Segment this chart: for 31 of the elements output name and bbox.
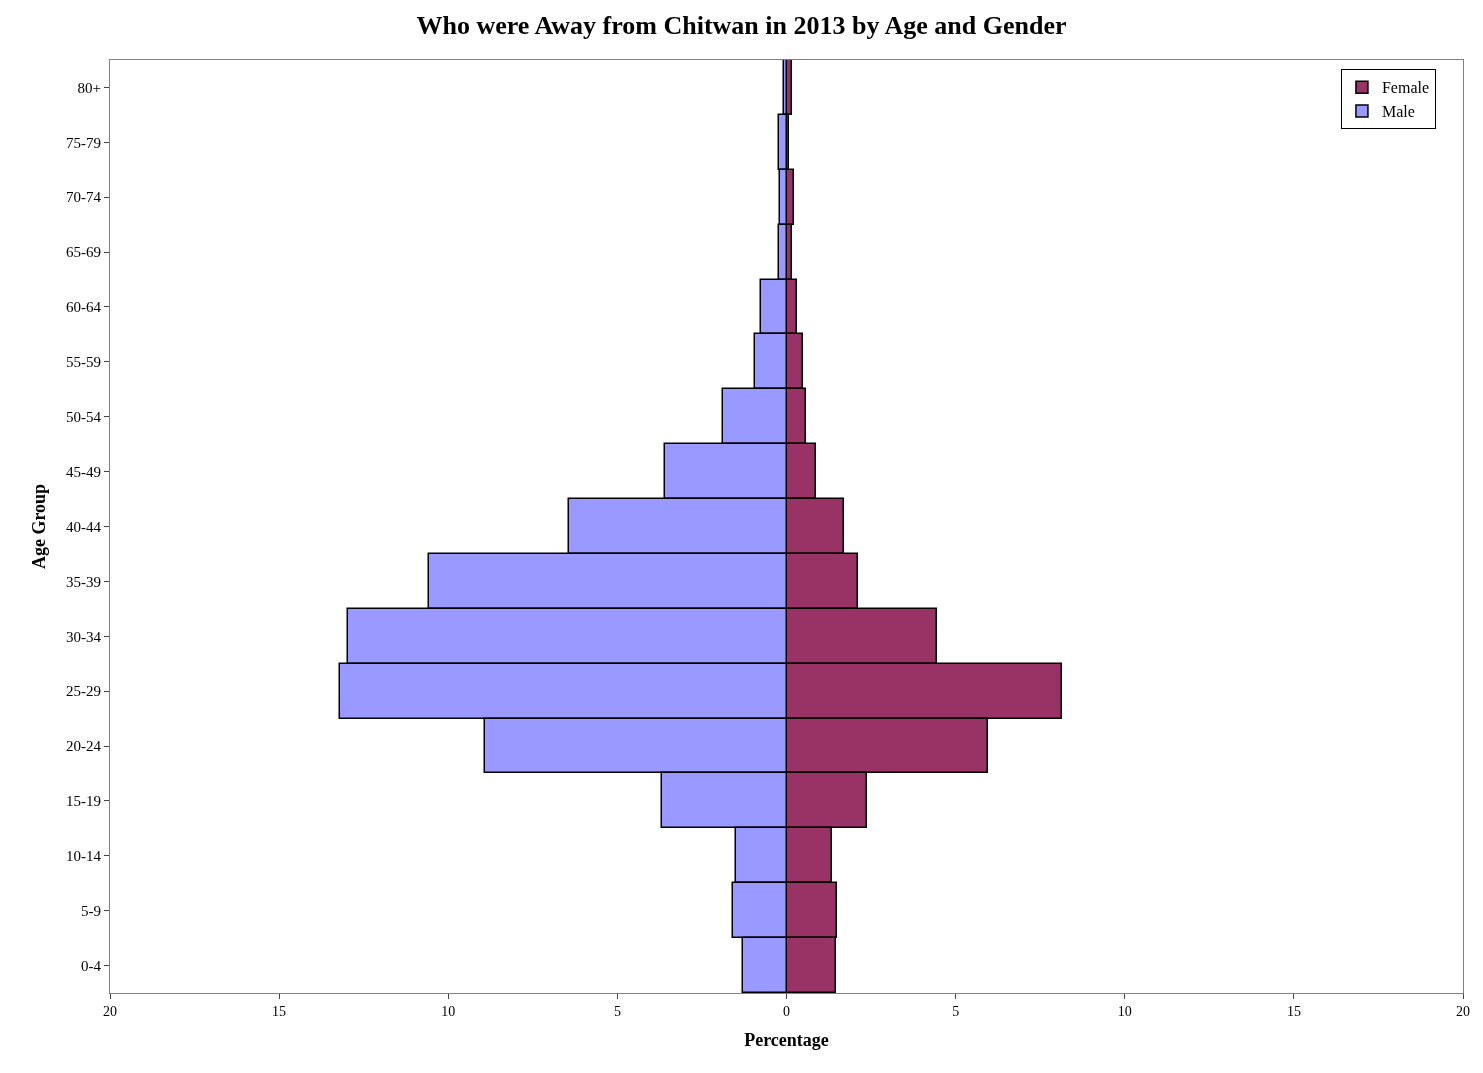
x-tick-label: 20 xyxy=(103,1003,117,1019)
y-tick-label: 55-59 xyxy=(66,354,101,371)
y-tick-label: 25-29 xyxy=(66,683,101,700)
y-axis-title: Age Group xyxy=(29,483,50,570)
y-tick-label: 0-4 xyxy=(81,957,102,974)
y-tick-label: 45-49 xyxy=(66,463,101,480)
x-axis-title: Percentage xyxy=(744,1029,829,1050)
x-tick-label: 0 xyxy=(783,1003,790,1019)
y-tick-label: 75-79 xyxy=(66,134,101,151)
y-tick-label: 70-74 xyxy=(66,189,102,206)
y-tick-label: 60-64 xyxy=(66,299,102,316)
y-tick-label: 40-44 xyxy=(66,518,102,535)
chart-title: Who were Away from Chitwan in 2013 by Age and Gender xyxy=(416,11,1067,41)
x-tick-label: 10 xyxy=(1117,1003,1132,1019)
legend-label: Female xyxy=(1381,79,1430,97)
legend-label: Male xyxy=(1381,103,1415,121)
y-tick-label: 10-14 xyxy=(66,848,102,865)
y-tick-label: 50-54 xyxy=(66,408,102,425)
y-tick-label: 30-34 xyxy=(66,628,102,645)
y-tick-label: 15-19 xyxy=(66,793,101,810)
y-tick-label: 35-39 xyxy=(66,573,101,590)
x-tick-label: 15 xyxy=(1286,1003,1301,1019)
x-tick-label: 20 xyxy=(1456,1003,1470,1019)
x-tick-label: 5 xyxy=(952,1003,960,1019)
x-tick-label: 5 xyxy=(613,1003,621,1019)
y-tick-label: 65-69 xyxy=(66,244,101,261)
y-tick-label: 5-9 xyxy=(81,902,101,919)
x-tick-label: 10 xyxy=(441,1003,456,1019)
y-tick-label: 80+ xyxy=(77,79,101,96)
y-tick-label: 20-24 xyxy=(66,738,102,755)
x-tick-label: 15 xyxy=(272,1003,287,1019)
